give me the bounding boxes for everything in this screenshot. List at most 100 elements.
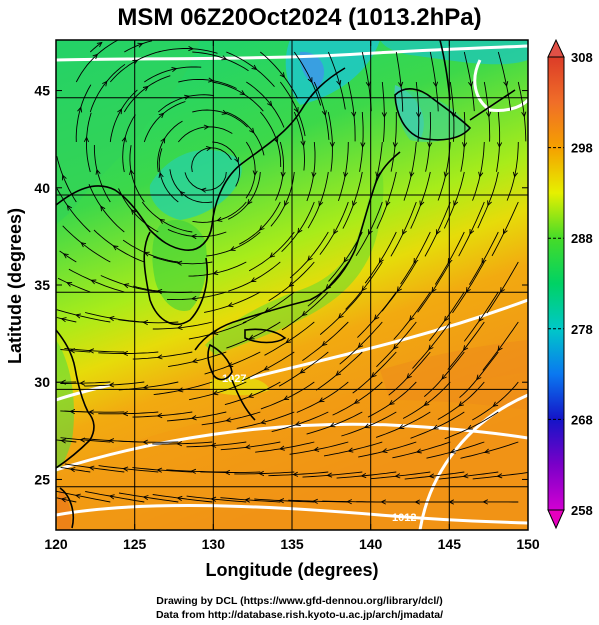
streamline — [168, 351, 227, 368]
streamline-arrow — [60, 438, 67, 444]
streamline-arrow — [368, 229, 373, 236]
streamline — [293, 51, 322, 106]
streamline-arrow — [361, 285, 367, 292]
streamline-arrow — [478, 316, 484, 323]
colorbar-tick-label: 268 — [571, 412, 593, 427]
streamline-arrow — [90, 279, 97, 285]
streamline — [64, 463, 125, 473]
streamline — [56, 497, 77, 503]
streamline — [279, 81, 306, 137]
streamline-arrow — [423, 400, 430, 407]
y-tick-label: 25 — [34, 471, 50, 487]
streamline — [370, 471, 431, 480]
isobar-contour — [56, 422, 528, 472]
streamline — [93, 145, 111, 203]
streamline-arrow — [311, 171, 317, 178]
streamline — [352, 351, 397, 394]
isobar-contour — [418, 393, 528, 530]
streamline — [275, 141, 284, 201]
streamline — [132, 285, 193, 293]
streamline-arrow — [398, 424, 405, 429]
streamline-arrow — [188, 46, 195, 52]
coastline-korea — [143, 231, 209, 325]
streamline — [381, 81, 385, 142]
streamline — [177, 126, 233, 143]
streamline — [226, 111, 265, 156]
streamline-arrow — [378, 257, 384, 264]
streamline — [192, 201, 247, 223]
streamline-arrow — [142, 319, 149, 326]
streamline — [458, 201, 485, 257]
streamline — [392, 441, 451, 459]
streamline-arrow — [370, 372, 377, 378]
streamline — [268, 471, 329, 477]
land-hokkaido — [397, 90, 470, 142]
streamline — [278, 351, 329, 387]
streamline-arrow — [381, 448, 388, 454]
streamline-arrow — [108, 382, 115, 388]
streamline — [307, 171, 329, 229]
streamline-arrow — [427, 142, 433, 149]
streamline-arrow — [62, 253, 69, 259]
streamline — [89, 42, 103, 53]
streamline-arrow — [258, 225, 265, 231]
streamline-arrow — [176, 324, 183, 331]
streamline-arrow — [409, 315, 415, 322]
streamline — [118, 319, 179, 324]
streamline — [359, 111, 364, 172]
streamline-arrow — [129, 168, 135, 176]
streamline — [188, 321, 247, 340]
streamline-arrow — [365, 81, 371, 88]
streamline-arrow — [301, 310, 308, 317]
streamline — [118, 492, 179, 503]
streamline — [255, 441, 315, 453]
streamline — [184, 171, 227, 191]
streamline — [86, 112, 92, 173]
streamline-arrow — [258, 470, 265, 477]
streamline-arrow — [160, 137, 166, 144]
streamline-arrow — [419, 200, 425, 207]
streamline — [306, 411, 363, 435]
streamline — [188, 261, 247, 277]
streamline — [447, 321, 485, 370]
streamline — [438, 471, 499, 480]
x-tick-label: 140 — [359, 536, 383, 552]
streamline — [75, 40, 119, 83]
streamline — [167, 228, 227, 238]
streamline-arrow — [478, 171, 484, 178]
streamline-arrow — [260, 419, 267, 425]
streamline — [166, 411, 227, 422]
isobar-contour — [249, 298, 528, 380]
streamline — [204, 351, 261, 375]
map-title: MSM 06Z20Oct2024 (1013.2hPa) — [117, 4, 482, 31]
streamline — [88, 184, 125, 233]
warm-ocean-east — [380, 340, 528, 410]
streamline-arrow — [121, 136, 127, 143]
streamline — [402, 381, 451, 419]
streamline — [412, 321, 451, 369]
streamline — [281, 291, 329, 331]
streamline-arrow — [88, 348, 95, 354]
streamline-arrow — [210, 442, 217, 448]
streamline-arrow — [325, 284, 331, 290]
streamline — [296, 381, 349, 413]
streamline-arrow — [373, 314, 380, 321]
streamline-arrow — [363, 423, 370, 429]
streamline-arrow — [360, 473, 367, 479]
streamline — [129, 145, 145, 203]
streamline — [472, 472, 528, 480]
streamline-arrow — [248, 334, 255, 340]
streamline-arrow — [191, 358, 198, 364]
streamline — [59, 250, 77, 263]
streamline-arrow — [483, 448, 490, 454]
streamline — [64, 347, 125, 353]
streamline-arrow — [393, 343, 399, 350]
streamline-arrow — [521, 111, 527, 118]
streamline-arrow — [469, 229, 475, 235]
streamline-arrow — [388, 399, 395, 406]
streamline — [358, 441, 417, 458]
streamline-arrow — [225, 417, 232, 423]
streamline-arrow — [224, 469, 230, 476]
streamline — [428, 291, 465, 341]
